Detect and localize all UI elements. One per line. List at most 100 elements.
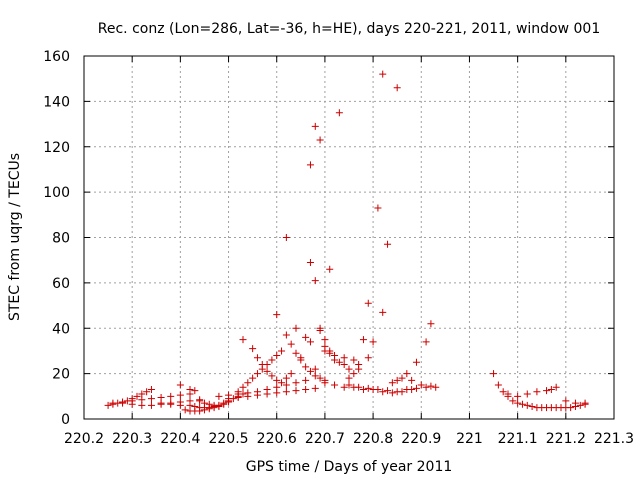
data-point <box>200 406 208 414</box>
data-point <box>321 379 329 387</box>
data-point <box>547 386 555 394</box>
data-point <box>147 401 155 409</box>
data-point <box>326 265 334 273</box>
data-point <box>186 386 194 394</box>
data-point <box>335 109 343 117</box>
data-point <box>109 399 117 407</box>
data-point <box>311 277 319 285</box>
data-point <box>326 349 334 357</box>
data-point <box>273 389 281 397</box>
data-point <box>268 372 276 380</box>
y-tick-label: 20 <box>52 367 70 383</box>
data-point <box>167 392 175 400</box>
data-point <box>278 379 286 387</box>
data-point <box>335 358 343 366</box>
data-point <box>427 320 435 328</box>
data-point <box>398 374 406 382</box>
data-point <box>379 308 387 316</box>
data-point <box>215 392 223 400</box>
data-point <box>306 338 314 346</box>
data-point <box>514 399 522 407</box>
data-point <box>306 161 314 169</box>
data-point <box>379 388 387 396</box>
data-point <box>167 400 175 408</box>
x-tick-label: 220.9 <box>401 431 441 447</box>
data-point <box>350 356 358 364</box>
data-point <box>494 381 502 389</box>
data-point <box>176 381 184 389</box>
data-point <box>528 403 536 411</box>
y-tick-label: 40 <box>52 321 70 337</box>
x-tick-label: 220.7 <box>305 431 345 447</box>
y-axis-label: STEC from uqrg / TECUs <box>7 153 23 321</box>
data-point <box>345 374 353 382</box>
y-tick-label: 140 <box>43 94 70 110</box>
data-point <box>581 400 589 408</box>
data-point <box>176 401 184 409</box>
data-point <box>191 387 199 395</box>
data-point <box>244 379 252 387</box>
data-point <box>292 349 300 357</box>
data-point <box>253 391 261 399</box>
data-point <box>215 401 223 409</box>
data-point <box>384 387 392 395</box>
data-point <box>523 390 531 398</box>
data-point <box>205 400 213 408</box>
data-point <box>311 122 319 130</box>
data-point <box>273 311 281 319</box>
data-point <box>143 388 151 396</box>
data-point <box>306 258 314 266</box>
data-point <box>225 395 233 403</box>
y-tick-label: 60 <box>52 276 70 292</box>
y-tick-label: 0 <box>61 412 70 428</box>
data-point <box>181 406 189 414</box>
chart-title: Rec. conz (Lon=286, Lat=-36, h=HE), days… <box>98 21 600 37</box>
data-point <box>331 356 339 364</box>
data-point <box>282 374 290 382</box>
data-point <box>249 374 257 382</box>
data-point <box>239 383 247 391</box>
data-point <box>408 376 416 384</box>
data-point <box>311 365 319 373</box>
data-point <box>412 358 420 366</box>
data-point <box>297 354 305 362</box>
data-point <box>282 388 290 396</box>
data-point <box>311 384 319 392</box>
data-point <box>119 399 127 407</box>
data-point <box>393 84 401 92</box>
data-point <box>567 404 575 412</box>
data-point <box>504 390 512 398</box>
data-point <box>359 336 367 344</box>
data-point <box>253 370 261 378</box>
data-point <box>311 372 319 380</box>
data-point <box>263 367 271 375</box>
data-point <box>321 342 329 350</box>
data-point <box>422 338 430 346</box>
data-point <box>263 390 271 398</box>
data-point <box>273 351 281 359</box>
data-point <box>176 391 184 399</box>
data-point <box>306 367 314 375</box>
data-point <box>345 365 353 373</box>
data-point <box>287 340 295 348</box>
data-point <box>196 397 204 405</box>
data-point <box>220 399 228 407</box>
x-tick-label: 221.3 <box>594 431 634 447</box>
data-point <box>393 376 401 384</box>
data-point <box>244 392 252 400</box>
data-point <box>422 383 430 391</box>
data-point <box>340 354 348 362</box>
data-point <box>576 401 584 409</box>
y-tick-label: 120 <box>43 140 70 156</box>
data-point <box>200 399 208 407</box>
data-points <box>104 70 589 415</box>
data-point <box>234 388 242 396</box>
data-point <box>138 396 146 404</box>
data-point <box>292 379 300 387</box>
data-point <box>340 361 348 369</box>
data-point <box>147 395 155 403</box>
data-point <box>369 338 377 346</box>
data-point <box>364 299 372 307</box>
data-point <box>509 397 517 405</box>
